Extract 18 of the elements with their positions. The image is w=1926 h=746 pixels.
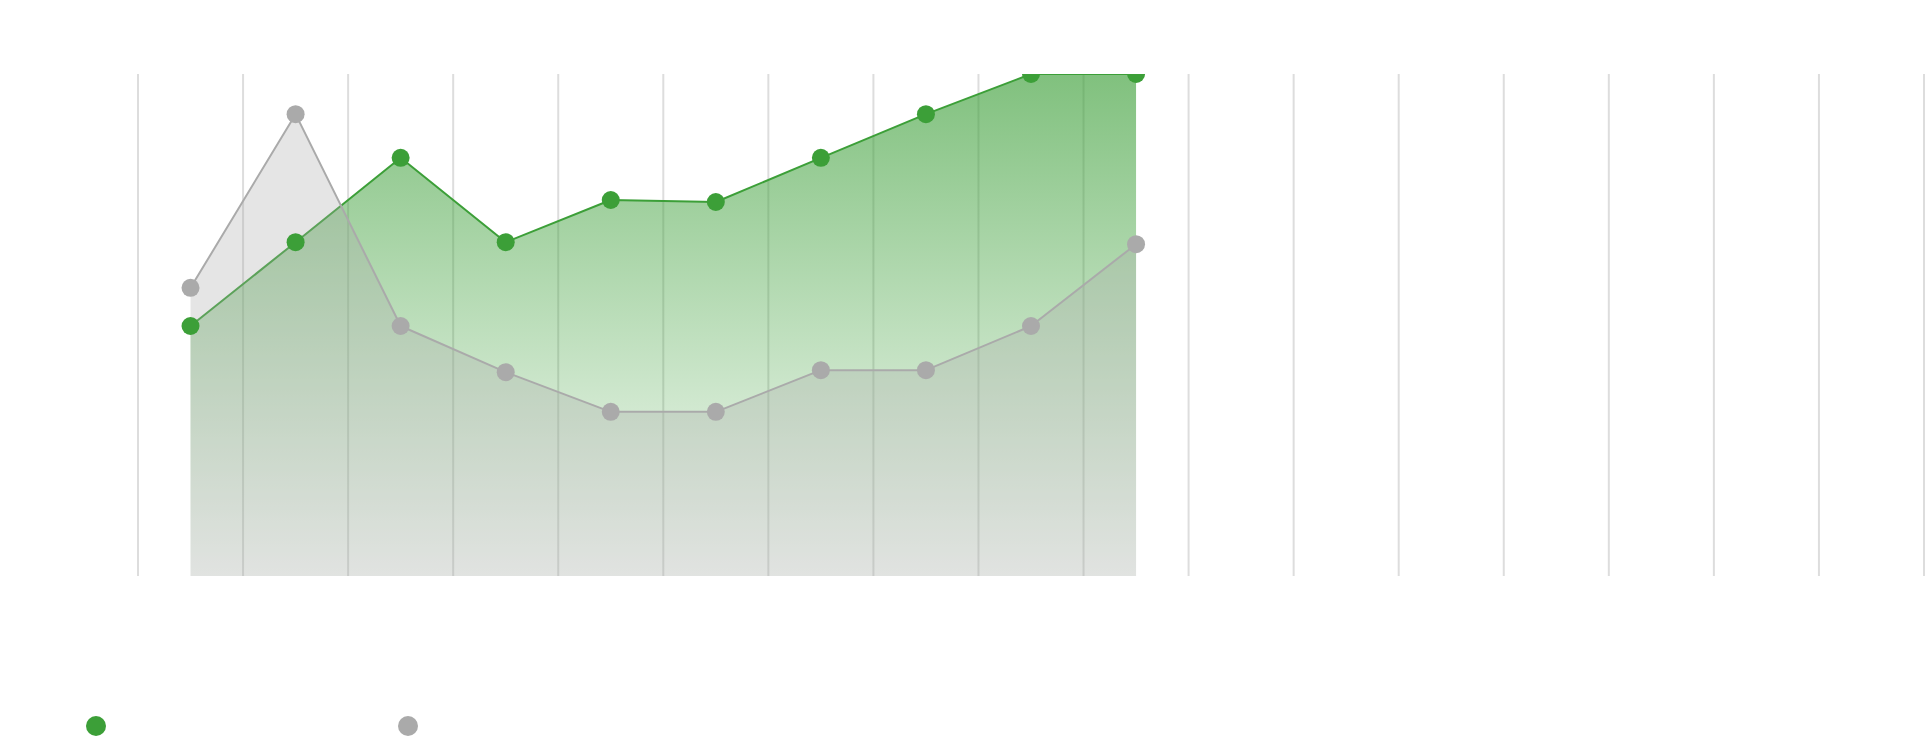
point: [811, 361, 830, 380]
point: [496, 233, 515, 252]
point: [286, 105, 305, 124]
point: [916, 105, 935, 124]
point: [1022, 317, 1040, 335]
point: [706, 193, 725, 212]
point: [601, 191, 620, 209]
point: [1127, 235, 1146, 254]
point: [496, 363, 515, 382]
point: [916, 361, 935, 380]
point: [181, 317, 200, 335]
point: [391, 148, 410, 167]
point: [181, 278, 200, 297]
point: [706, 402, 725, 421]
point: [391, 317, 410, 335]
point: [601, 402, 620, 421]
point: [286, 233, 305, 252]
point: [811, 148, 830, 167]
